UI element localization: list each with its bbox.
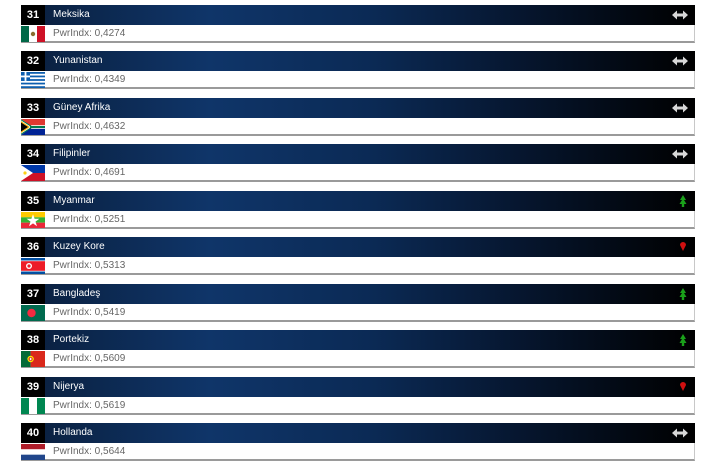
rank-badge: 34: [21, 144, 45, 164]
trend-icon: [679, 195, 687, 207]
power-index-value: PwrIndx: 0,5251: [53, 214, 126, 225]
row-detail-bar: PwrIndx: 0,4632: [21, 118, 695, 136]
bangladesh-flag-icon: [21, 305, 45, 321]
country-name: Myanmar: [53, 195, 95, 206]
row-detail-bar: PwrIndx: 0,5609: [21, 350, 695, 368]
trend-icon: [672, 56, 688, 66]
trend-up-icon: [679, 195, 687, 207]
netherlands-flag-icon: [21, 444, 45, 460]
trend-up-icon: [679, 334, 687, 346]
trend-icon: [680, 242, 686, 251]
power-index-value: PwrIndx: 0,4349: [53, 74, 126, 85]
row-detail-bar: PwrIndx: 0,4274: [21, 25, 695, 43]
row-header-bar: 39 Nijerya: [21, 377, 695, 397]
trend-unchanged-icon: [672, 10, 688, 20]
country-name: Filipinler: [53, 148, 91, 159]
trend-icon: [672, 103, 688, 113]
rank-badge: 33: [21, 98, 45, 118]
trend-icon: [679, 334, 687, 346]
trend-up-icon: [679, 288, 687, 300]
power-index-value: PwrIndx: 0,4632: [53, 121, 126, 132]
rank-badge: 35: [21, 191, 45, 211]
power-index-value: PwrIndx: 0,4691: [53, 167, 126, 178]
country-name: Nijerya: [53, 381, 85, 392]
country-name: Portekiz: [53, 334, 90, 345]
row-header-bar: 36 Kuzey Kore: [21, 237, 695, 257]
row-detail-bar: PwrIndx: 0,5644: [21, 443, 695, 461]
trend-icon: [679, 288, 687, 300]
country-name: Güney Afrika: [53, 102, 111, 113]
power-index-value: PwrIndx: 0,5313: [53, 260, 126, 271]
ranking-row[interactable]: 33 Güney Afrika PwrIndx: 0,4632: [21, 98, 695, 136]
row-header-bar: 38 Portekiz: [21, 330, 695, 350]
trend-icon: [672, 10, 688, 20]
ranking-row[interactable]: 38 Portekiz PwrIndx: 0,5609: [21, 330, 695, 368]
ranking-row[interactable]: 32 Yunanistan PwrIndx: 0,4349: [21, 51, 695, 89]
row-header-bar: 35 Myanmar: [21, 191, 695, 211]
rank-badge: 36: [21, 237, 45, 257]
row-header-bar: 40 Hollanda: [21, 423, 695, 443]
row-header-bar: 32 Yunanistan: [21, 51, 695, 71]
trend-unchanged-icon: [672, 103, 688, 113]
ranking-row[interactable]: 37 Bangladeş PwrIndx: 0,5419: [21, 284, 695, 322]
row-header-bar: 31 Meksika: [21, 5, 695, 25]
row-header-bar: 33 Güney Afrika: [21, 98, 695, 118]
power-index-value: PwrIndx: 0,4274: [53, 28, 126, 39]
power-index-value: PwrIndx: 0,5644: [53, 446, 126, 457]
rank-badge: 39: [21, 377, 45, 397]
trend-icon: [680, 382, 686, 391]
row-detail-bar: PwrIndx: 0,5419: [21, 304, 695, 322]
ranking-row[interactable]: 39 Nijerya PwrIndx: 0,5619: [21, 377, 695, 415]
ranking-row[interactable]: 40 Hollanda PwrIndx: 0,5644: [21, 423, 695, 461]
greece-flag-icon: [21, 72, 45, 88]
row-detail-bar: PwrIndx: 0,5251: [21, 211, 695, 229]
row-detail-bar: PwrIndx: 0,4691: [21, 164, 695, 182]
ranking-row[interactable]: 35 Myanmar PwrIndx: 0,5251: [21, 191, 695, 229]
power-index-value: PwrIndx: 0,5619: [53, 400, 126, 411]
trend-down-icon: [680, 242, 686, 251]
country-name: Bangladeş: [53, 288, 101, 299]
power-index-value: PwrIndx: 0,5419: [53, 307, 126, 318]
row-detail-bar: PwrIndx: 0,5313: [21, 257, 695, 275]
rank-badge: 31: [21, 5, 45, 25]
rank-badge: 38: [21, 330, 45, 350]
country-name: Yunanistan: [53, 55, 103, 66]
ranking-row[interactable]: 36 Kuzey Kore PwrIndx: 0,5313: [21, 237, 695, 275]
rank-badge: 37: [21, 284, 45, 304]
power-index-value: PwrIndx: 0,5609: [53, 353, 126, 364]
ranking-row[interactable]: 31 Meksika PwrIndx: 0,4274: [21, 5, 695, 43]
rank-badge: 32: [21, 51, 45, 71]
rank-badge: 40: [21, 423, 45, 443]
row-header-bar: 34 Filipinler: [21, 144, 695, 164]
trend-icon: [672, 428, 688, 438]
nigeria-flag-icon: [21, 398, 45, 414]
mexico-flag-icon: [21, 26, 45, 42]
trend-unchanged-icon: [672, 56, 688, 66]
trend-down-icon: [680, 382, 686, 391]
philippines-flag-icon: [21, 165, 45, 181]
trend-unchanged-icon: [672, 428, 688, 438]
country-name: Meksika: [53, 9, 90, 20]
portugal-flag-icon: [21, 351, 45, 367]
row-header-bar: 37 Bangladeş: [21, 284, 695, 304]
country-name: Hollanda: [53, 427, 93, 438]
south-africa-flag-icon: [21, 119, 45, 135]
row-detail-bar: PwrIndx: 0,5619: [21, 397, 695, 415]
trend-icon: [672, 149, 688, 159]
row-detail-bar: PwrIndx: 0,4349: [21, 71, 695, 89]
north-korea-flag-icon: [21, 258, 45, 274]
country-name: Kuzey Kore: [53, 241, 105, 252]
trend-unchanged-icon: [672, 149, 688, 159]
ranking-row[interactable]: 34 Filipinler PwrIndx: 0,4691: [21, 144, 695, 182]
myanmar-flag-icon: [21, 212, 45, 228]
